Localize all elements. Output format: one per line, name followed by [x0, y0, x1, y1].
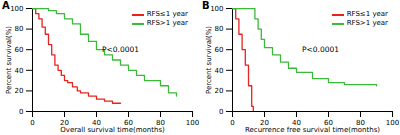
svg-text:40: 40	[15, 67, 24, 75]
svg-text:100: 100	[386, 119, 399, 127]
html-text:RFS≤1 year: RFS≤1 year	[146, 10, 188, 18]
svg-text:100: 100	[186, 119, 199, 127]
html-text:RFS>1 year: RFS>1 year	[146, 19, 188, 27]
svg-text:100: 100	[10, 5, 23, 13]
html-text:RFS>1 year: RFS>1 year	[346, 19, 388, 27]
html-text:A: A	[2, 0, 10, 11]
svg-text:P<0.0001: P<0.0001	[302, 45, 339, 54]
svg-text:60: 60	[215, 46, 224, 54]
svg-text:Recurrence free survival time(: Recurrence free survival time(months)	[245, 126, 380, 134]
svg-text:40: 40	[292, 119, 301, 128]
svg-text:60: 60	[15, 46, 24, 54]
svg-text:20: 20	[15, 87, 24, 95]
svg-text:Percent survival(%): Percent survival(%)	[205, 26, 213, 94]
svg-text:100: 100	[210, 5, 223, 13]
svg-text:80: 80	[15, 25, 24, 33]
svg-text:0: 0	[19, 108, 23, 116]
svg-text:P<0.0001: P<0.0001	[102, 45, 139, 54]
svg-text:Percent survival(%): Percent survival(%)	[5, 26, 13, 94]
svg-text:20: 20	[60, 119, 69, 128]
svg-text:0: 0	[30, 119, 34, 127]
svg-text:Overall survival time(months): Overall survival time(months)	[60, 126, 165, 134]
html-text:RFS≤1 year: RFS≤1 year	[346, 10, 388, 18]
svg-text:20: 20	[215, 87, 224, 95]
svg-text:60: 60	[124, 119, 133, 128]
svg-text:0: 0	[219, 108, 223, 116]
svg-text:80: 80	[215, 25, 224, 33]
svg-text:40: 40	[92, 119, 101, 128]
svg-text:20: 20	[260, 119, 269, 128]
svg-text:0: 0	[230, 119, 234, 127]
html-text:B: B	[202, 0, 210, 11]
svg-text:80: 80	[356, 119, 365, 128]
svg-text:40: 40	[215, 67, 224, 75]
svg-text:60: 60	[324, 119, 333, 128]
svg-text:80: 80	[156, 119, 165, 128]
